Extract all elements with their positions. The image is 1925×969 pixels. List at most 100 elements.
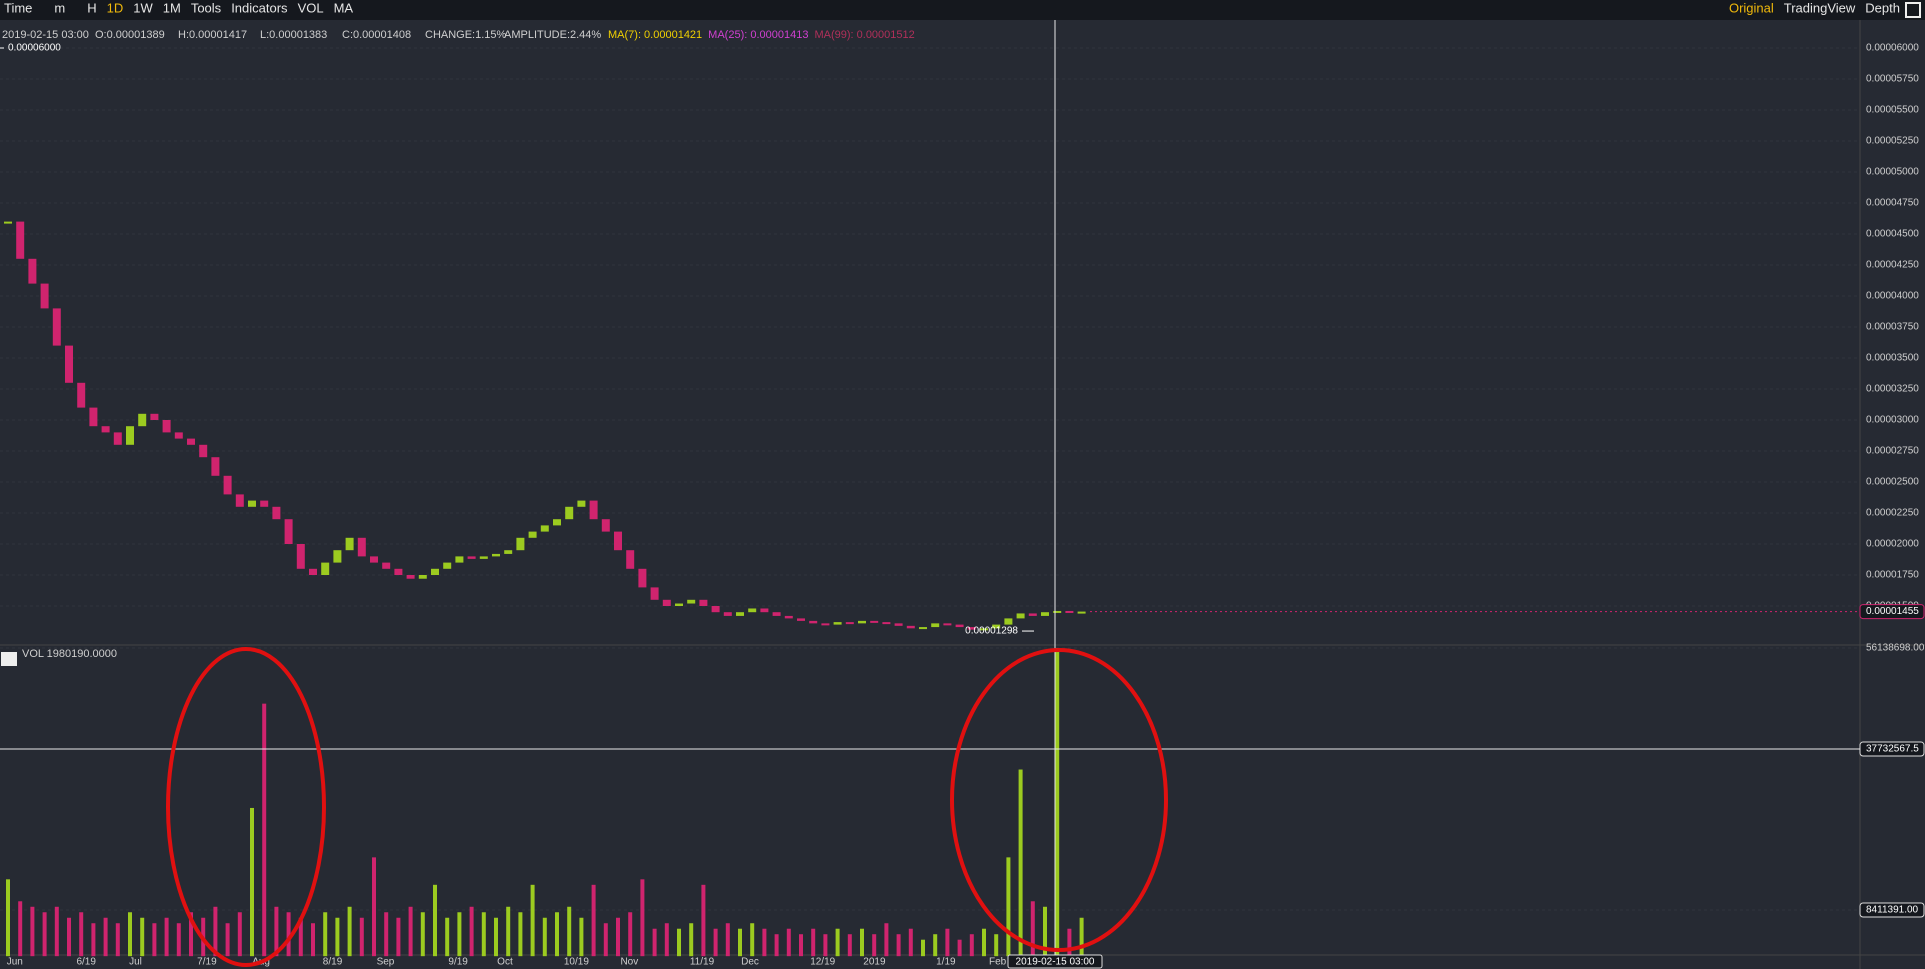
candle bbox=[284, 519, 293, 544]
candle bbox=[931, 623, 940, 628]
candle bbox=[443, 562, 452, 569]
candle bbox=[345, 537, 354, 551]
volume-bar bbox=[1079, 917, 1084, 957]
volume-bar bbox=[420, 912, 425, 957]
toolbar-tab[interactable]: Depth bbox=[1865, 0, 1900, 15]
volume-bar bbox=[664, 923, 669, 957]
candle bbox=[675, 603, 683, 606]
volume-bar bbox=[335, 917, 340, 957]
candle bbox=[821, 623, 830, 626]
volume-bar bbox=[652, 928, 657, 957]
x-tick-label: 8/19 bbox=[323, 957, 343, 968]
volume-bar bbox=[176, 923, 181, 957]
volume-bar bbox=[481, 912, 486, 957]
fullscreen-button[interactable] bbox=[1905, 2, 1921, 18]
volume-bar bbox=[994, 934, 999, 957]
volume-bar bbox=[359, 917, 364, 957]
candle bbox=[89, 407, 98, 427]
toolbar-item[interactable]: Time bbox=[4, 0, 32, 15]
info-ma99: MA(99): 0.00001512 bbox=[814, 29, 914, 41]
toolbar-item[interactable]: Tools bbox=[191, 0, 222, 15]
x-tick-label: Sep bbox=[377, 957, 395, 968]
toolbar-tab[interactable]: Original bbox=[1729, 0, 1774, 15]
candle bbox=[260, 500, 269, 507]
volume-bar bbox=[738, 928, 742, 957]
volume-bar bbox=[835, 928, 840, 957]
volume-bar bbox=[933, 934, 938, 957]
volume-bar bbox=[725, 923, 730, 957]
toolbar-item[interactable]: H bbox=[87, 0, 96, 15]
volume-bar bbox=[762, 928, 767, 957]
candle bbox=[601, 519, 610, 532]
volume-bar bbox=[860, 928, 864, 957]
volume-bar bbox=[164, 917, 169, 957]
x-tick-label: Nov bbox=[620, 957, 638, 968]
price-tick-label: 0.00002000 bbox=[1866, 539, 1919, 550]
price-tick-label: 0.00005250 bbox=[1866, 136, 1919, 147]
volume-bar bbox=[445, 917, 450, 957]
candle bbox=[223, 475, 232, 495]
axis-bg bbox=[1860, 20, 1925, 969]
x-tick-label: Jun bbox=[7, 957, 23, 968]
volume-label: VOL 1980190.0000 bbox=[22, 648, 117, 660]
candle bbox=[370, 556, 378, 563]
candle bbox=[309, 568, 317, 575]
volume-bar bbox=[1043, 906, 1047, 957]
volume-bar bbox=[896, 934, 901, 957]
candle bbox=[65, 345, 73, 383]
price-tick-label: 0.00004250 bbox=[1866, 260, 1919, 271]
volume-bar bbox=[311, 923, 315, 957]
max-marker: 0.00006000 bbox=[8, 43, 61, 54]
candle bbox=[406, 575, 415, 579]
candle bbox=[455, 556, 464, 563]
volume-bar bbox=[579, 917, 584, 957]
candle bbox=[1065, 610, 1074, 613]
volume-bar bbox=[323, 912, 328, 957]
volume-bar bbox=[152, 923, 157, 957]
toolbar-item[interactable]: 1M bbox=[163, 0, 181, 15]
candle bbox=[174, 432, 183, 439]
toolbar-item[interactable]: m bbox=[54, 0, 65, 15]
volume-bar bbox=[506, 906, 511, 957]
volume-bar bbox=[213, 906, 218, 957]
volume-tick-label: 37732567.5 bbox=[1866, 744, 1919, 755]
toolbar-tab[interactable]: TradingView bbox=[1784, 0, 1856, 15]
x-tick-label: Dec bbox=[741, 957, 759, 968]
volume-bar bbox=[884, 923, 889, 957]
candle bbox=[1028, 613, 1037, 616]
volume-tick-label: 56138698.00 bbox=[1866, 643, 1925, 654]
volume-bar bbox=[396, 917, 401, 957]
candle bbox=[138, 413, 147, 427]
price-tick-label: 0.00006000 bbox=[1866, 43, 1919, 54]
volume-bar bbox=[555, 912, 559, 957]
crosshair-label: 2019-02-15 03:00 bbox=[1016, 957, 1095, 968]
volume-bar bbox=[286, 912, 291, 957]
volume-bar bbox=[603, 923, 608, 957]
plot-bg bbox=[0, 20, 1860, 955]
candle bbox=[772, 612, 781, 616]
settings-icon[interactable] bbox=[1, 652, 17, 666]
volume-bar bbox=[957, 939, 962, 957]
toolbar-item[interactable]: 1W bbox=[133, 0, 153, 15]
candle bbox=[955, 624, 964, 628]
x-tick-label: 11/19 bbox=[690, 957, 715, 968]
volume-bar bbox=[945, 928, 950, 957]
volume-bar bbox=[128, 912, 132, 957]
candle bbox=[418, 575, 427, 579]
toolbar-item[interactable]: 1D bbox=[107, 0, 124, 15]
volume-bar bbox=[408, 906, 413, 957]
price-tick-label: 0.00001750 bbox=[1866, 570, 1919, 581]
candle bbox=[248, 500, 256, 507]
toolbar-item[interactable]: VOL bbox=[298, 0, 324, 15]
volume-bar bbox=[542, 917, 547, 957]
info-open: O:0.00001389 bbox=[95, 29, 165, 41]
candle bbox=[699, 599, 708, 606]
toolbar-item[interactable]: Indicators bbox=[231, 0, 288, 15]
candle bbox=[150, 413, 159, 420]
toolbar-item[interactable]: MA bbox=[334, 0, 354, 15]
volume-bar bbox=[1055, 648, 1060, 957]
candle bbox=[272, 506, 281, 520]
volume-bar bbox=[115, 923, 120, 957]
price-tick-label: 0.00004000 bbox=[1866, 291, 1919, 302]
